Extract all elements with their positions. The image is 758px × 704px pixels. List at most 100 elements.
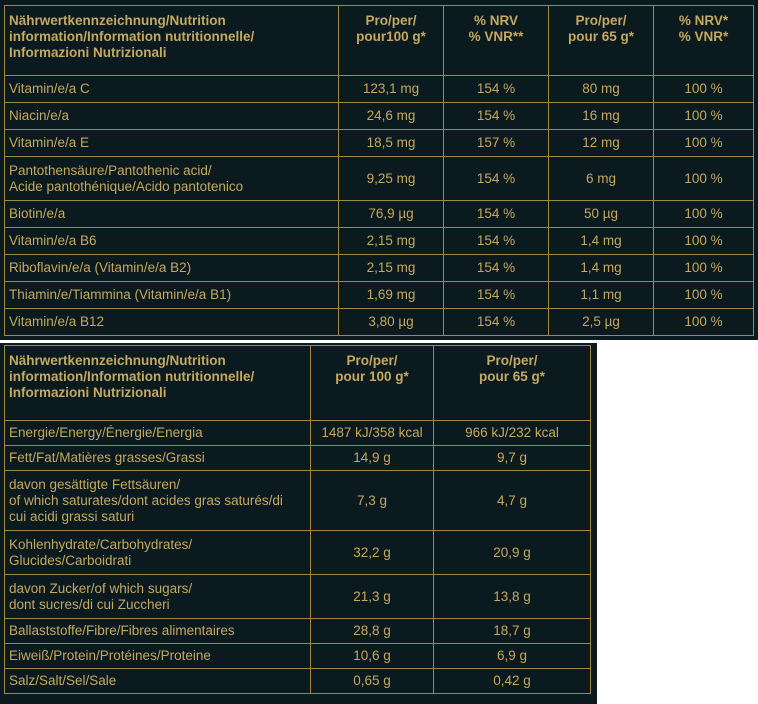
table-row: Niacin/e/a 24,6 mg 154 % 16 mg 100 % [4,102,754,130]
table-row: Ballaststoffe/Fibre/Fibres alimentaires … [4,618,591,644]
table-row: davon Zucker/of which sugars/ dont sucre… [4,574,591,619]
nutrient-name: Pantothensäure/Pantothenic acid/ Acide p… [4,156,339,201]
nutrient-name: Vitamin/e/a B6 [4,227,339,255]
value-per65: 6 mg [548,156,654,201]
value-per65: 2,5 µg [548,308,654,336]
nrv-per100: 154 % [443,102,549,130]
nrv-per100: 154 % [443,156,549,201]
value-per65: 4,7 g [433,470,591,531]
table-row: Biotin/e/a 76,9 µg 154 % 50 µg 100 % [4,200,754,228]
value-per100: 123,1 mg [338,75,444,103]
table-row: Vitamin/e/a C 123,1 mg 154 % 80 mg 100 % [4,75,754,103]
nrv-per65: 100 % [653,102,754,130]
nrv-per100: 154 % [443,254,549,282]
table-row: Vitamin/e/a E 18,5 mg 157 % 12 mg 100 % [4,129,754,157]
nrv-per65: 100 % [653,227,754,255]
nrv-per100: 154 % [443,200,549,228]
value-per100: 32,2 g [310,530,434,575]
value-per100: 0,65 g [310,668,434,694]
nrv-per65: 100 % [653,200,754,228]
nutrition-header-per65: Pro/per/ pour 65 g* [433,345,591,421]
value-per65: 18,7 g [433,618,591,644]
table-row: Riboflavin/e/a (Vitamin/e/a B2) 2,15 mg … [4,254,754,282]
vitamin-table-panel: Nährwertkennzeichnung/Nutrition informat… [0,0,758,340]
value-per65: 1,4 mg [548,227,654,255]
vitamin-header-row: Nährwertkennzeichnung/Nutrition informat… [4,5,754,76]
value-per100: 2,15 mg [338,254,444,282]
nutrient-name: davon Zucker/of which sugars/ dont sucre… [4,574,311,619]
nrv-per100: 157 % [443,129,549,157]
value-per100: 3,80 µg [338,308,444,336]
value-per65: 16 mg [548,102,654,130]
nrv-per100: 154 % [443,281,549,309]
value-per65: 9,7 g [433,445,591,471]
table-row: Pantothensäure/Pantothenic acid/ Acide p… [4,156,754,201]
nrv-per100: 154 % [443,308,549,336]
table-row: Salz/Salt/Sel/Sale 0,65 g 0,42 g [4,668,591,694]
vitamin-header-per65: Pro/per/ pour 65 g* [548,5,654,76]
table-row: Energie/Energy/Énergie/Energia 1487 kJ/3… [4,420,591,446]
value-per65: 50 µg [548,200,654,228]
vitamin-header-nrv100: % NRV % VNR** [443,5,549,76]
nrv-per65: 100 % [653,281,754,309]
value-per65: 1,4 mg [548,254,654,282]
value-per65: 80 mg [548,75,654,103]
nutrient-name: Riboflavin/e/a (Vitamin/e/a B2) [4,254,339,282]
value-per100: 21,3 g [310,574,434,619]
nutrient-name: Salz/Salt/Sel/Sale [4,668,311,694]
value-per65: 13,8 g [433,574,591,619]
table-row: Vitamin/e/a B12 3,80 µg 154 % 2,5 µg 100… [4,308,754,336]
nrv-per65: 100 % [653,156,754,201]
vitamin-header-nutrient: Nährwertkennzeichnung/Nutrition informat… [4,5,339,76]
nutrient-name: Biotin/e/a [4,200,339,228]
table-row: Fett/Fat/Matières grasses/Grassi 14,9 g … [4,445,591,471]
value-per100: 1,69 mg [338,281,444,309]
nutrient-name: Eiweiß/Protein/Protéines/Proteine [4,643,311,669]
value-per100: 28,8 g [310,618,434,644]
nrv-per65: 100 % [653,75,754,103]
nutrient-name: Vitamin/e/a B12 [4,308,339,336]
nrv-per100: 154 % [443,227,549,255]
table-row: Thiamin/e/Tiammina (Vitamin/e/a B1) 1,69… [4,281,754,309]
table-row: davon gesättigte Fettsäuren/ of which sa… [4,470,591,531]
nrv-per100: 154 % [443,75,549,103]
nutrient-name: Niacin/e/a [4,102,339,130]
nutrition-table-panel: Nährwertkennzeichnung/Nutrition informat… [0,343,597,704]
vitamin-header-nrv65: % NRV* % VNR* [653,5,754,76]
value-per100: 76,9 µg [338,200,444,228]
table-row: Vitamin/e/a B6 2,15 mg 154 % 1,4 mg 100 … [4,227,754,255]
nutrient-name: Thiamin/e/Tiammina (Vitamin/e/a B1) [4,281,339,309]
nrv-per65: 100 % [653,129,754,157]
value-per65: 20,9 g [433,530,591,575]
nutrient-name: Fett/Fat/Matières grasses/Grassi [4,445,311,471]
table-row: Kohlenhydrate/Carbohydrates/ Glucides/Ca… [4,530,591,575]
nutrition-header-nutrient: Nährwertkennzeichnung/Nutrition informat… [4,345,311,421]
vitamin-table: Nährwertkennzeichnung/Nutrition informat… [4,5,754,336]
value-per65: 6,9 g [433,643,591,669]
table-row: Eiweiß/Protein/Protéines/Proteine 10,6 g… [4,643,591,669]
value-per100: 7,3 g [310,470,434,531]
nutrition-table: Nährwertkennzeichnung/Nutrition informat… [4,345,591,694]
value-per100: 2,15 mg [338,227,444,255]
nutrient-name: Kohlenhydrate/Carbohydrates/ Glucides/Ca… [4,530,311,575]
value-per65: 0,42 g [433,668,591,694]
nutrition-header-row: Nährwertkennzeichnung/Nutrition informat… [4,345,591,421]
value-per100: 14,9 g [310,445,434,471]
value-per100: 10,6 g [310,643,434,669]
value-per100: 24,6 mg [338,102,444,130]
value-per65: 1,1 mg [548,281,654,309]
value-per100: 9,25 mg [338,156,444,201]
nutrient-name: Vitamin/e/a C [4,75,339,103]
nrv-per65: 100 % [653,254,754,282]
value-per100: 1487 kJ/358 kcal [310,420,434,446]
value-per65: 12 mg [548,129,654,157]
nutrient-name: Vitamin/e/a E [4,129,339,157]
vitamin-header-per100: Pro/per/ pour100 g* [338,5,444,76]
nutrient-name: davon gesättigte Fettsäuren/ of which sa… [4,470,311,531]
nutrition-header-per100: Pro/per/ pour 100 g* [310,345,434,421]
nutrient-name: Energie/Energy/Énergie/Energia [4,420,311,446]
nrv-per65: 100 % [653,308,754,336]
value-per100: 18,5 mg [338,129,444,157]
value-per65: 966 kJ/232 kcal [433,420,591,446]
nutrient-name: Ballaststoffe/Fibre/Fibres alimentaires [4,618,311,644]
